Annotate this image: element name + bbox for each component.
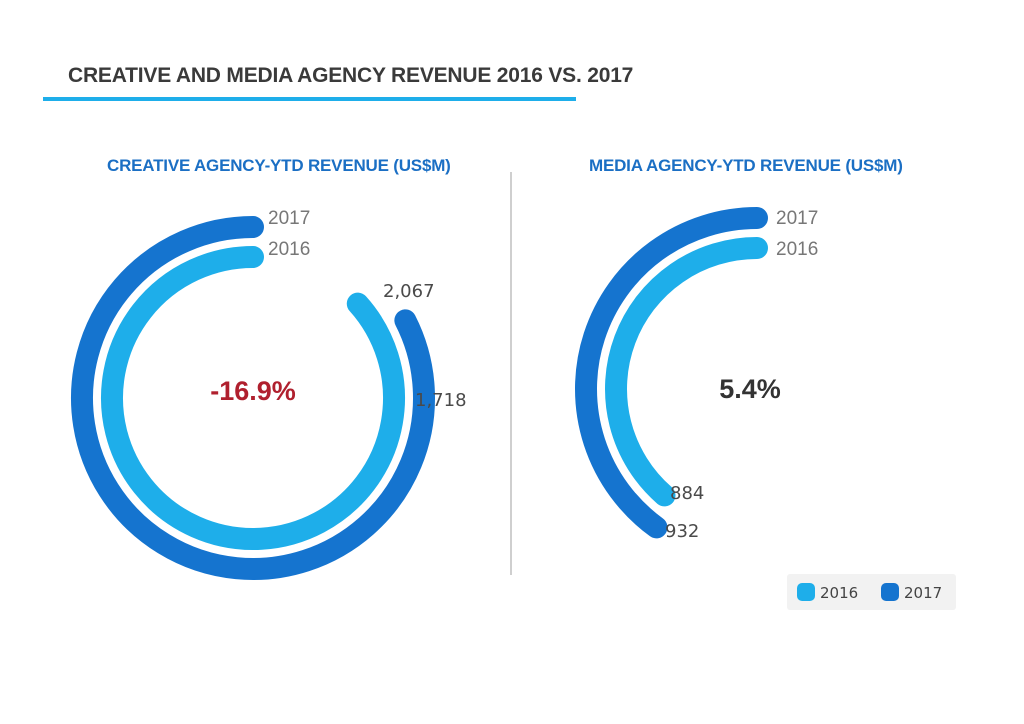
media-value-label-2017: 932 bbox=[665, 521, 699, 542]
media-agency-panel: MEDIA AGENCY-YTD REVENUE (US$M) 2017 201… bbox=[575, 156, 903, 542]
title-underline bbox=[43, 97, 576, 101]
media-arc-2016 bbox=[605, 237, 768, 507]
legend-label-2016: 2016 bbox=[820, 584, 858, 602]
legend: 2016 2017 bbox=[787, 574, 956, 610]
chart-main-title: CREATIVE AND MEDIA AGENCY REVENUE 2016 V… bbox=[68, 64, 633, 87]
legend-background bbox=[787, 574, 956, 610]
media-year-label-2016: 2016 bbox=[776, 239, 818, 260]
media-year-label-2017: 2017 bbox=[776, 208, 818, 229]
creative-value-label-2016: 2,067 bbox=[383, 281, 435, 302]
media-arc-2017 bbox=[575, 207, 768, 539]
creative-agency-panel: CREATIVE AGENCY-YTD REVENUE (US$M) 2017 … bbox=[71, 156, 467, 580]
media-agency-subtitle: MEDIA AGENCY-YTD REVENUE (US$M) bbox=[589, 156, 903, 175]
creative-year-label-2017: 2017 bbox=[268, 208, 310, 229]
legend-swatch-2017 bbox=[881, 583, 899, 601]
creative-value-label-2017: 1,718 bbox=[415, 390, 467, 411]
legend-label-2017: 2017 bbox=[904, 584, 942, 602]
creative-agency-subtitle: CREATIVE AGENCY-YTD REVENUE (US$M) bbox=[107, 156, 451, 175]
creative-year-label-2016: 2016 bbox=[268, 239, 310, 260]
legend-swatch-2016 bbox=[797, 583, 815, 601]
creative-arc-2016 bbox=[101, 246, 405, 550]
creative-change-percent: -16.9% bbox=[210, 376, 296, 406]
creative-arc-2017 bbox=[71, 216, 435, 580]
media-value-label-2016: 884 bbox=[670, 483, 704, 504]
media-change-percent: 5.4% bbox=[719, 374, 781, 404]
